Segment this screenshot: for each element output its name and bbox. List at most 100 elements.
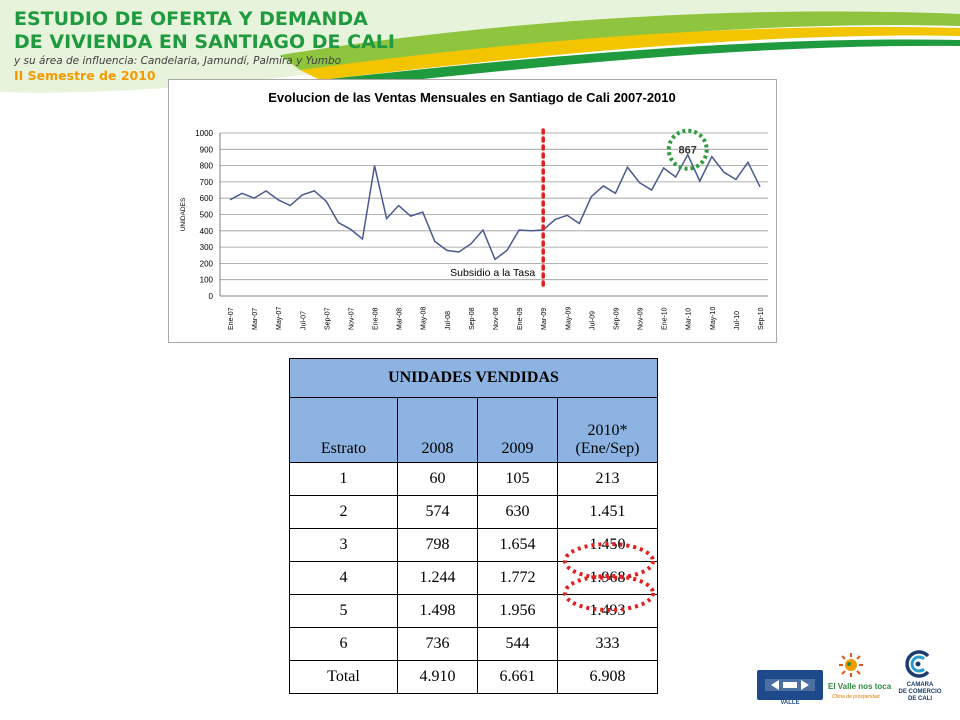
x-tick-label: Ene-09 xyxy=(517,307,524,330)
x-tick-label: Ene-10 xyxy=(662,307,669,330)
x-tick-label: May-08 xyxy=(421,307,428,330)
table-cell: 213 xyxy=(557,462,658,496)
table-cell: 333 xyxy=(557,627,658,661)
camacol-sub-label: VALLE xyxy=(780,700,800,706)
x-tick-label: Mar-09 xyxy=(541,308,548,330)
table-cell: 1.244 xyxy=(397,561,478,595)
table-cell: 574 xyxy=(397,495,478,529)
chart-title: Evolucion de las Ventas Mensuales en San… xyxy=(268,90,676,105)
y-axis-label: UNIDADES xyxy=(180,197,187,231)
peak-highlight-circle xyxy=(666,128,709,171)
header: ESTUDIO DE OFERTA Y DEMANDA DE VIVIENDA … xyxy=(14,8,395,83)
sponsor-logos: VALLE El Valle nos toca Clima de prosper… xyxy=(752,648,952,714)
table-cell: 4.910 xyxy=(397,660,478,694)
table-row: 1 60 105 213 xyxy=(289,462,658,496)
y-tick-label: 1000 xyxy=(195,129,213,138)
table-cell: 1.968 xyxy=(557,561,658,595)
y-tick-label: 500 xyxy=(200,211,214,220)
x-tick-label: Mar-10 xyxy=(686,308,693,330)
y-tick-label: 800 xyxy=(200,162,214,171)
chart-canvas: Evolucion de las Ventas Mensuales en San… xyxy=(180,90,768,330)
x-tick-label: Ene-08 xyxy=(373,307,380,330)
x-tick-label: Jul-07 xyxy=(300,311,307,330)
table-cell: 630 xyxy=(477,495,558,529)
table-cell: 3 xyxy=(289,528,398,562)
x-tick-label: Sep-08 xyxy=(469,307,476,330)
y-tick-label: 600 xyxy=(200,194,214,203)
y-tick-label: 300 xyxy=(200,243,214,252)
x-tick-label: May-09 xyxy=(565,307,572,330)
table-cell: 736 xyxy=(397,627,478,661)
table-row: 3 798 1.654 1.450 xyxy=(289,528,658,562)
table-cell: 60 xyxy=(397,462,478,496)
table-cell: 105 xyxy=(477,462,558,496)
table-header-0: Estrato xyxy=(289,397,398,463)
table-cell: 544 xyxy=(477,627,558,661)
ccc-line-1: CAMARA xyxy=(906,682,934,688)
table-cell: 798 xyxy=(397,528,478,562)
table-row: Total 4.910 6.661 6.908 xyxy=(289,660,658,694)
y-tick-label: 100 xyxy=(200,276,214,285)
y-tick-label: 900 xyxy=(200,145,214,154)
units-table: UNIDADES VENDIDAS Estrato 2008 2009 2010* (… xyxy=(289,358,658,694)
table-cell: 6 xyxy=(289,627,398,661)
x-tick-label: Mar-07 xyxy=(252,308,259,330)
table-cell: 6.661 xyxy=(477,660,558,694)
valle-logo-subtext: Clima de prosperidad xyxy=(832,694,880,700)
x-tick-label: Sep-10 xyxy=(758,307,765,330)
table-cell: 1.654 xyxy=(477,528,558,562)
valle-logo-text: El Valle nos toca xyxy=(828,682,892,691)
x-tick-label: Jul-08 xyxy=(445,311,452,330)
y-tick-label: 700 xyxy=(200,178,214,187)
ccc-line-2: DE COMERCIO xyxy=(898,689,942,695)
table-row: 5 1.498 1.956 1.493 xyxy=(289,594,658,628)
peak-value-label: 867 xyxy=(679,145,697,157)
table-cell: 2 xyxy=(289,495,398,529)
x-tick-label: May-10 xyxy=(710,307,717,330)
page-title-line2: DE VIVIENDA EN SANTIAGO DE CALI xyxy=(14,31,395,53)
units-table-wrap: UNIDADES VENDIDAS Estrato 2008 2009 2010* (… xyxy=(289,358,658,694)
x-tick-label: Nov-08 xyxy=(493,307,500,330)
x-tick-label: Nov-09 xyxy=(638,307,645,330)
table-header-1: 2008 xyxy=(397,397,478,463)
x-tick-label: Sep-07 xyxy=(324,307,331,330)
semester-label: II Semestre de 2010 xyxy=(14,68,156,83)
x-tick-label: Jul-09 xyxy=(589,311,596,330)
table-cell: 1.451 xyxy=(557,495,658,529)
table-header-3: 2010* (Ene/Sep) xyxy=(557,397,658,463)
x-tick-label: Ene-07 xyxy=(228,307,235,330)
page-subtitle: y su área de influencia: Candelaria, Jam… xyxy=(14,55,342,67)
table-cell: Total xyxy=(289,660,398,694)
valle-sun-icon xyxy=(839,653,863,677)
camara-comercio-icon xyxy=(905,650,930,678)
x-tick-label: Jul-10 xyxy=(734,311,741,330)
x-tick-label: Nov-07 xyxy=(348,307,355,330)
table-cell: 1.956 xyxy=(477,594,558,628)
subsidy-annotation: Subsidio a la Tasa xyxy=(450,267,535,279)
x-tick-label: Sep-09 xyxy=(613,307,620,330)
table-cell: 1.772 xyxy=(477,561,558,595)
table-cell: 1.493 xyxy=(557,594,658,628)
table-row: 6 736 544 333 xyxy=(289,627,658,661)
x-tick-label: Mar-08 xyxy=(397,308,404,330)
table-header-row: Estrato 2008 2009 2010* (Ene/Sep) xyxy=(289,397,658,463)
x-tick-label: May-07 xyxy=(276,307,283,330)
table-body: 1 60 105 213 2 574 630 1.451 3 798 1.654 1.450 4 1.24… xyxy=(289,462,658,694)
page-title-line1: ESTUDIO DE OFERTA Y DEMANDA xyxy=(14,8,368,30)
table-row: 2 574 630 1.451 xyxy=(289,495,658,529)
y-tick-label: 200 xyxy=(200,259,214,268)
table-cell: 4 xyxy=(289,561,398,595)
camara-comercio-text: CAMARA DE COMERCIO DE CALI xyxy=(898,682,942,703)
sales-series-line xyxy=(229,152,761,261)
table-row: 4 1.244 1.772 1.968 xyxy=(289,561,658,595)
table-cell: 1 xyxy=(289,462,398,496)
table-cell: 1.450 xyxy=(557,528,658,562)
camacol-logo xyxy=(757,670,823,700)
table-cell: 5 xyxy=(289,594,398,628)
y-tick-label: 400 xyxy=(200,227,214,236)
table-cell: 1.498 xyxy=(397,594,478,628)
sales-chart: Evolucion de las Ventas Mensuales en San… xyxy=(168,79,777,343)
table-cell: 6.908 xyxy=(557,660,658,694)
ccc-line-3: DE CALI xyxy=(908,696,932,702)
table-header-2: 2009 xyxy=(477,397,558,463)
